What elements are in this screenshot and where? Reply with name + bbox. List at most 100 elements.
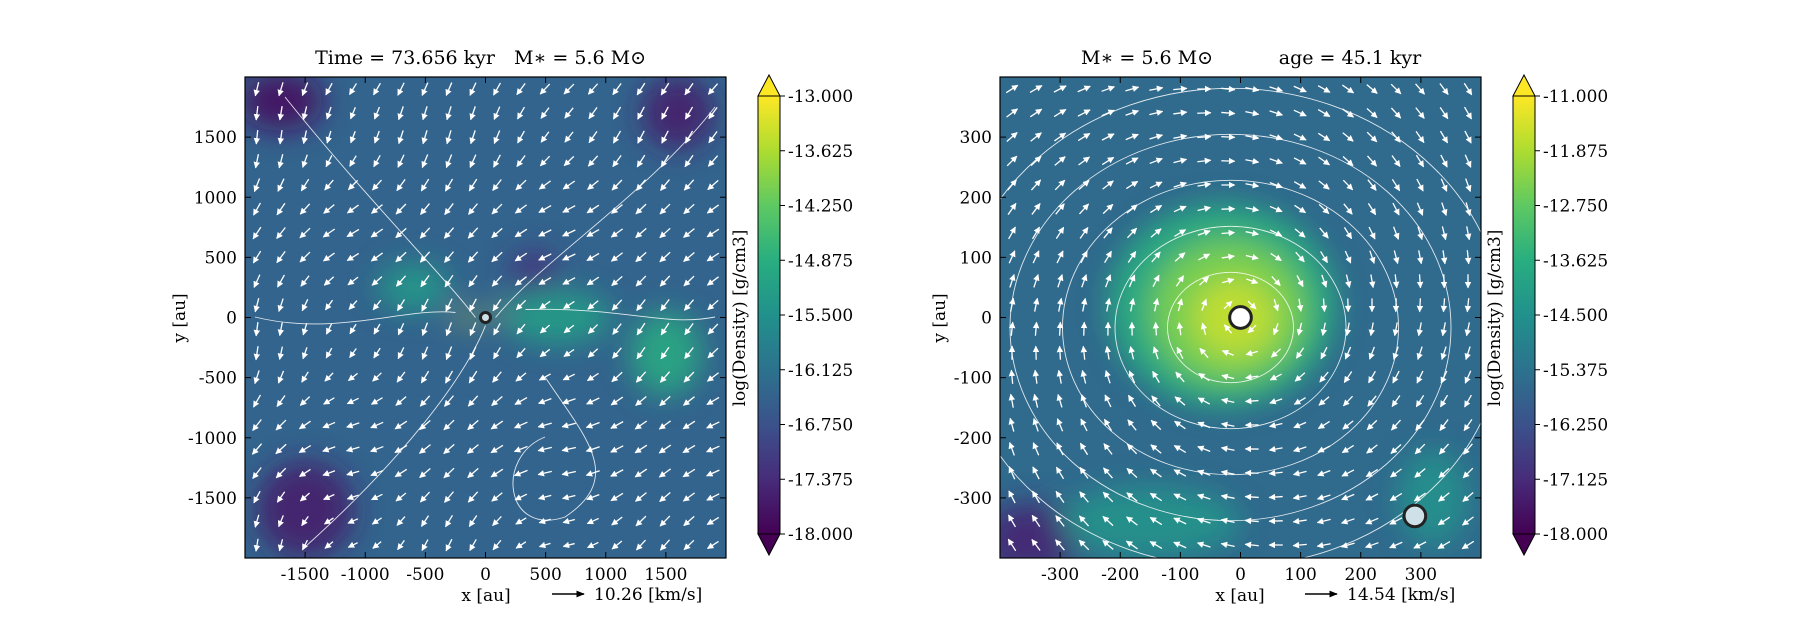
- panel-2-colorbar-extend-min: [1512, 533, 1536, 557]
- p1-velocity-arrow: [538, 253, 552, 261]
- p1-velocity-arrow: [708, 130, 718, 144]
- p2-velocity-arrow: [1464, 346, 1471, 361]
- p2-velocity-arrow: [1127, 251, 1137, 263]
- p1-velocity-arrow: [562, 493, 576, 501]
- p1-velocity-arrow: [706, 396, 720, 406]
- p2-velocity-arrow: [1318, 396, 1330, 406]
- p2-velocity-arrow: [1032, 417, 1039, 432]
- p1-velocity-arrow: [420, 203, 430, 215]
- p1-velocity-arrow: [561, 422, 576, 429]
- p1-velocity-arrow: [707, 179, 719, 191]
- p2-velocity-arrow: [1245, 205, 1260, 213]
- p2-velocity-arrow: [1223, 300, 1233, 310]
- p1-velocity-arrow: [538, 373, 551, 381]
- p2-velocity-arrow: [1078, 515, 1090, 527]
- p2-velocity-arrow: [1389, 517, 1403, 525]
- p1-velocity-arrow: [299, 227, 311, 239]
- p2-velocity-arrow: [1102, 203, 1114, 215]
- p2-velocity-arrow: [1220, 493, 1235, 501]
- p2-velocity-arrow: [1464, 322, 1471, 337]
- p1-velocity-arrow: [611, 179, 623, 191]
- p1-velocity-arrow: [443, 419, 455, 431]
- p1-velocity-arrow: [513, 469, 528, 477]
- p2-velocity-arrow: [1392, 346, 1399, 360]
- p2-velocity-arrow: [1102, 180, 1114, 190]
- p2-velocity-arrow: [1392, 202, 1400, 216]
- p1-velocity-arrow: [301, 106, 308, 121]
- p1-velocity-arrow: [611, 371, 623, 383]
- p2-velocity-arrow: [1199, 347, 1209, 359]
- p2-velocity-arrow: [1055, 539, 1065, 551]
- p2-velocity-arrow: [1463, 443, 1473, 455]
- p2-velocity-arrow: [1055, 490, 1065, 503]
- p1-velocity-arrow: [491, 275, 503, 287]
- p1-velocity-arrow: [372, 372, 382, 382]
- p2-velocity-arrow: [1223, 324, 1233, 334]
- p1-velocity-arrow: [683, 203, 695, 215]
- p1-velocity-arrow: [660, 154, 670, 168]
- p1-velocity-arrow: [538, 398, 552, 405]
- p2-velocity-arrow: [1104, 297, 1112, 312]
- p2-velocity-arrow: [1244, 397, 1259, 405]
- p2-velocity-arrow: [1244, 517, 1259, 525]
- p1-velocity-arrow: [444, 395, 454, 407]
- p1-velocity-arrow: [347, 372, 358, 382]
- p2-velocity-arrow: [1173, 517, 1187, 525]
- p2-velocity-arrow: [1031, 538, 1041, 551]
- panel-1-density-map: [245, 77, 726, 558]
- p1-velocity-arrow: [658, 420, 672, 430]
- p1-velocity-arrow: [467, 419, 479, 431]
- p1-velocity-arrow: [322, 228, 336, 238]
- p1-velocity-arrow: [561, 446, 576, 453]
- p2-velocity-arrow: [1150, 228, 1162, 238]
- p2-velocity-arrow: [1056, 418, 1064, 432]
- p2-velocity-arrow: [1416, 346, 1423, 360]
- p1-velocity-arrow: [443, 467, 455, 479]
- p1-velocity-arrow: [659, 539, 671, 551]
- p1-velocity-arrow: [586, 276, 600, 286]
- p1-velocity-arrow: [371, 517, 382, 525]
- p2-velocity-arrow: [1343, 227, 1353, 240]
- p1-velocity-arrow: [658, 468, 672, 478]
- p1-colorbar-tick-label: -13.000: [788, 87, 853, 107]
- p1-velocity-arrow: [706, 204, 720, 214]
- p2-velocity-arrow: [1174, 252, 1186, 262]
- p2-velocity-arrow: [1365, 517, 1379, 525]
- p2-velocity-arrow: [1079, 227, 1089, 239]
- p1-velocity-arrow: [252, 250, 262, 264]
- p1-velocity-arrow: [301, 347, 309, 360]
- p1-velocity-arrow: [634, 444, 648, 454]
- p1-velocity-arrow: [683, 228, 695, 238]
- p1-velocity-arrow: [445, 82, 453, 97]
- p1-velocity-arrow: [298, 444, 312, 454]
- p1-velocity-arrow: [419, 467, 431, 479]
- p1-velocity-arrow: [585, 446, 600, 453]
- p1-velocity-arrow: [349, 348, 357, 359]
- p1-velocity-arrow: [610, 445, 624, 453]
- p2-velocity-arrow: [1392, 322, 1400, 337]
- p1-density-blob: [453, 313, 482, 322]
- p1-velocity-arrow: [276, 491, 286, 503]
- p1-velocity-arrow: [612, 106, 622, 120]
- p1-y-tick-label: 1000: [194, 188, 237, 208]
- p2-velocity-arrow: [1197, 493, 1211, 500]
- panel-2-x-label: x [au]: [1215, 586, 1264, 606]
- p2-velocity-arrow: [1029, 108, 1043, 118]
- p1-velocity-arrow: [706, 252, 720, 262]
- p1-velocity-arrow: [612, 347, 622, 359]
- p2-velocity-arrow: [1438, 492, 1450, 502]
- p1-x-tick-label: -1500: [281, 565, 330, 585]
- panel-2: M∗ = 5.6 M⊙ age = 45.1 kyr -300 -200 -100 0…: [930, 47, 1608, 606]
- panel-2-y-ticks: -300 -200 -100 0 100 200 300: [954, 128, 1481, 509]
- p2-velocity-arrow: [1077, 109, 1091, 117]
- p1-velocity-arrow: [562, 205, 576, 213]
- panel-1-y-label: y [au]: [170, 293, 190, 343]
- p1-velocity-arrow: [636, 82, 646, 96]
- p2-velocity-arrow: [1149, 133, 1164, 140]
- p2-velocity-arrow: [1390, 468, 1402, 478]
- p2-velocity-arrow: [1437, 516, 1451, 526]
- p2-velocity-arrow: [1198, 372, 1210, 382]
- p1-velocity-arrow: [588, 131, 598, 144]
- p1-colorbar-tick-label: -16.125: [788, 361, 853, 381]
- p2-velocity-arrow: [1413, 492, 1426, 502]
